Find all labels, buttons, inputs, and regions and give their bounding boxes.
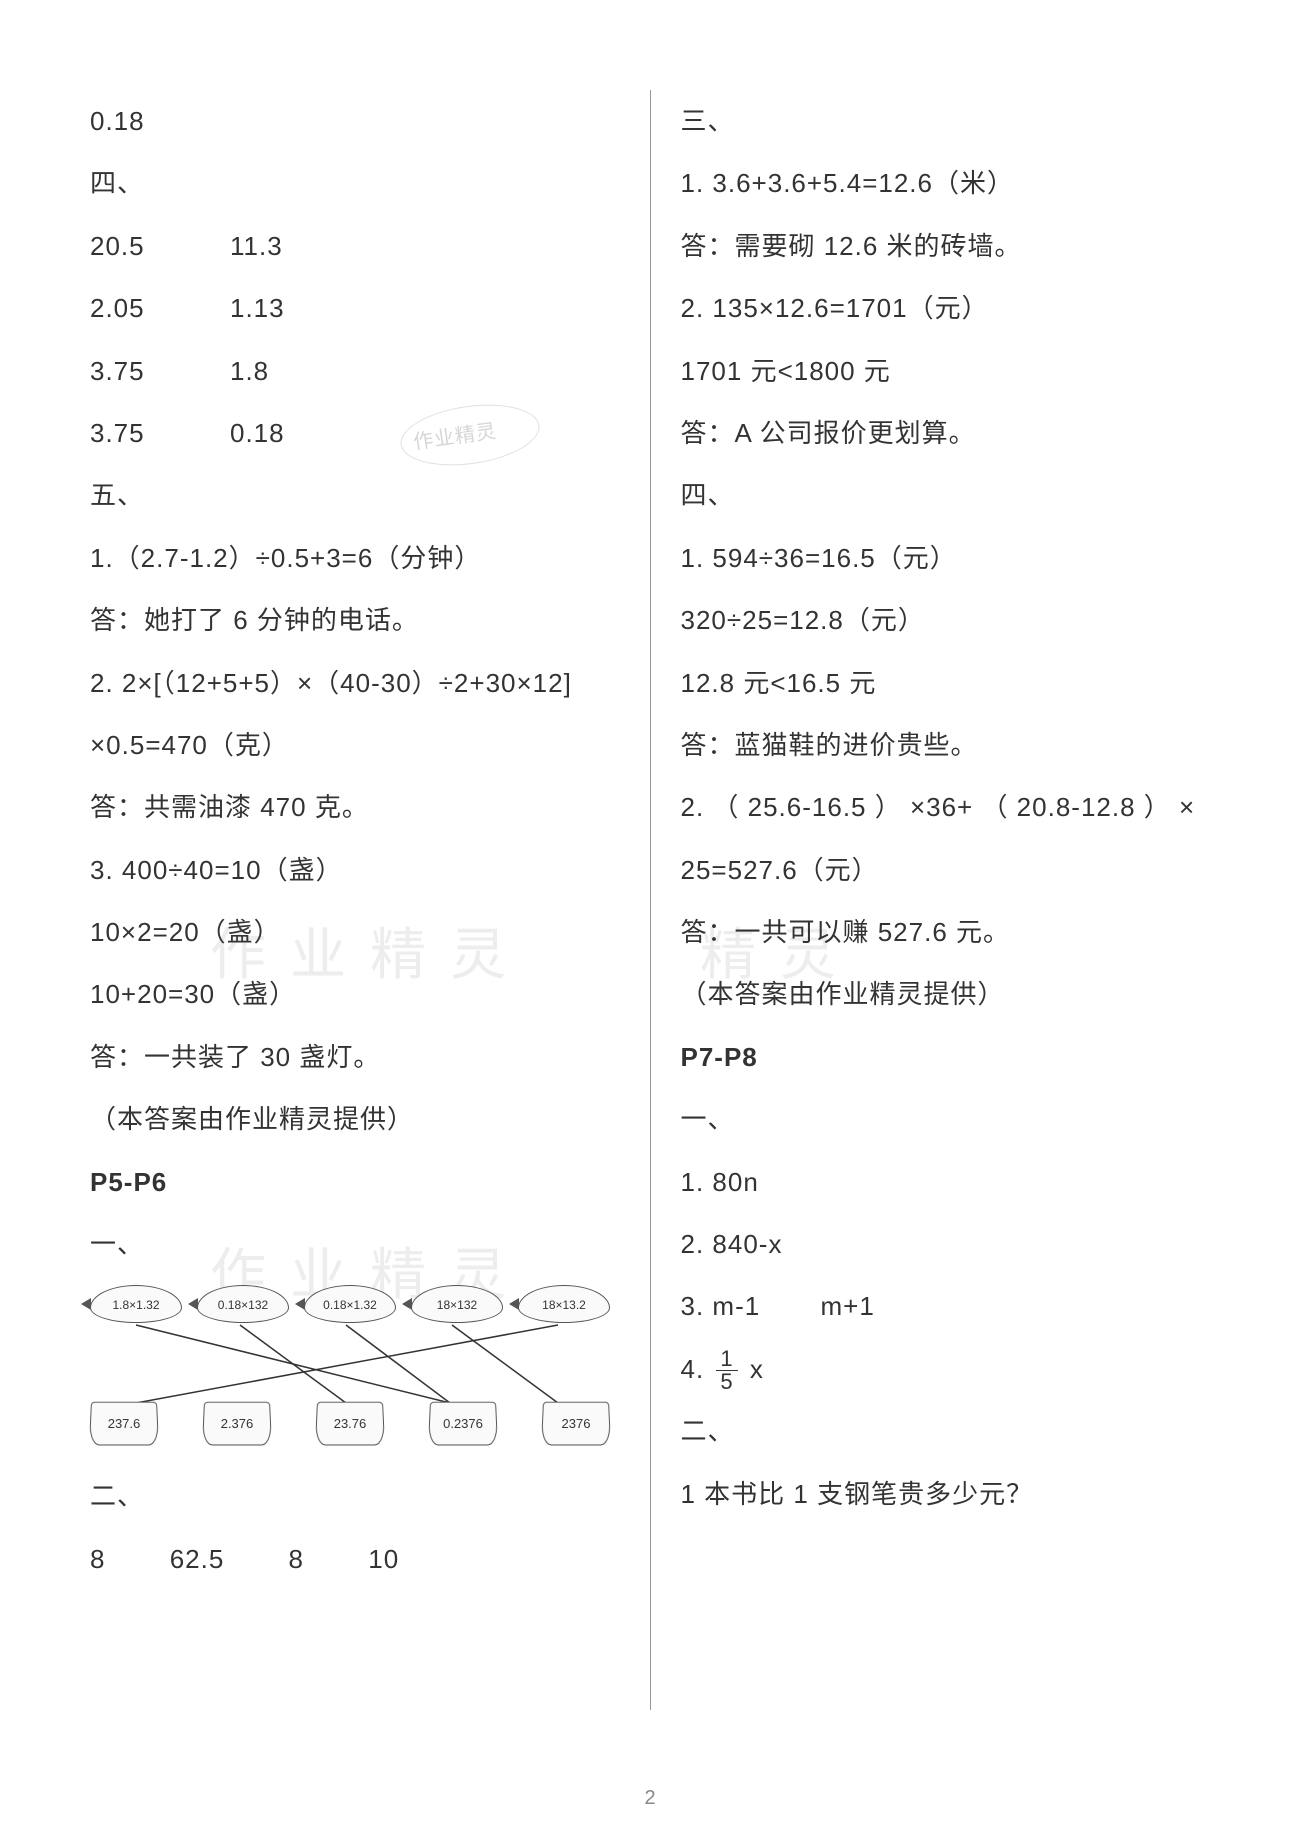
fish-item: 0.18×132	[197, 1285, 289, 1323]
provider-note: （本答案由作业精灵提供）	[681, 963, 1211, 1025]
question-line: 2. 135×12.6=1701（元）	[681, 277, 1211, 339]
fraction-numerator: 1	[716, 1348, 737, 1371]
section-heading-four: 四、	[681, 464, 1211, 526]
text-line: 0.18	[90, 90, 620, 152]
question-line: 10×2=20（盏）	[90, 901, 620, 963]
value: 62.5	[170, 1528, 225, 1590]
number-pair: 3.751.8	[90, 340, 620, 402]
value: 8	[90, 1528, 105, 1590]
page-range-heading: P5-P6	[90, 1151, 620, 1213]
item-line: 4. 1 5 x	[681, 1338, 1211, 1400]
fraction-denominator: 5	[716, 1371, 737, 1393]
value: 1.8	[230, 340, 370, 402]
question-line: 10+20=30（盏）	[90, 963, 620, 1025]
section-heading-five: 五、	[90, 464, 620, 526]
section-heading-one: 一、	[681, 1088, 1211, 1150]
value: m+1	[821, 1275, 961, 1337]
value: 8	[289, 1528, 304, 1590]
question-line: 1701 元<1800 元	[681, 340, 1211, 402]
fish-row: 1.8×1.32 0.18×132 0.18×1.32 18×132 18×13…	[90, 1285, 610, 1323]
question-line: 1 本书比 1 支钢笔贵多少元？	[681, 1463, 1211, 1525]
page-number: 2	[644, 1787, 655, 1810]
section-heading-three: 三、	[681, 90, 1211, 152]
fish-item: 0.18×1.32	[304, 1285, 396, 1323]
number-pair: 3.750.18作业精灵	[90, 402, 620, 464]
question-line: 1.（2.7-1.2）÷0.5+3=6（分钟）	[90, 527, 620, 589]
answer-line: 答：她打了 6 分钟的电话。	[90, 589, 620, 651]
right-column: 三、 1. 3.6+3.6+5.4=12.6（米） 答：需要砌 12.6 米的砖…	[651, 90, 1231, 1778]
bucket-item: 237.6	[89, 1402, 159, 1446]
provider-note: （本答案由作业精灵提供）	[90, 1088, 620, 1150]
page-range-heading: P7-P8	[681, 1026, 1211, 1088]
question-line: 320÷25=12.8（元）	[681, 589, 1211, 651]
value: 20.5	[90, 215, 230, 277]
fish-item: 18×13.2	[518, 1285, 610, 1323]
question-line: 25=527.6（元）	[681, 839, 1211, 901]
value: 3. m-1	[681, 1275, 821, 1337]
left-column: 0.18 四、 20.511.3 2.051.13 3.751.8 3.750.…	[70, 90, 650, 1778]
value: 11.3	[230, 215, 370, 277]
question-line: 2. （ 25.6-16.5 ） ×36+ （ 20.8-12.8 ） ×	[681, 776, 1211, 838]
fish-item: 18×132	[411, 1285, 503, 1323]
fish-item: 1.8×1.32	[90, 1285, 182, 1323]
number-pair: 2.051.13	[90, 277, 620, 339]
answer-line: 答：蓝猫鞋的进价贵些。	[681, 714, 1211, 776]
item-line: 3. m-1m+1	[681, 1275, 1211, 1337]
value: 1.13	[230, 277, 370, 339]
answer-line: 答：一共可以赚 527.6 元。	[681, 901, 1211, 963]
value: 3.75	[90, 402, 230, 464]
section-heading-one: 一、	[90, 1213, 620, 1275]
value: 2.05	[90, 277, 230, 339]
item-line: 2. 840-x	[681, 1213, 1211, 1275]
answer-line: 答：一共装了 30 盏灯。	[90, 1026, 620, 1088]
question-line: 1. 594÷36=16.5（元）	[681, 527, 1211, 589]
number-pair: 20.511.3	[90, 215, 620, 277]
question-line: 12.8 元<16.5 元	[681, 652, 1211, 714]
bucket-item: 2.376	[202, 1402, 272, 1446]
bucket-item: 2376	[541, 1402, 611, 1446]
question-line: ×0.5=470（克）	[90, 714, 620, 776]
section-heading-four: 四、	[90, 152, 620, 214]
item-suffix: x	[750, 1354, 764, 1384]
matching-diagram: 1.8×1.32 0.18×132 0.18×1.32 18×132 18×13…	[90, 1285, 610, 1445]
value: 3.75	[90, 340, 230, 402]
stamp-icon: 作业精灵	[397, 397, 544, 474]
section-heading-two: 二、	[681, 1400, 1211, 1462]
value: 0.18	[230, 402, 370, 464]
fraction: 1 5	[716, 1348, 737, 1393]
question-line: 1. 3.6+3.6+5.4=12.6（米）	[681, 152, 1211, 214]
question-line: 3. 400÷40=10（盏）	[90, 839, 620, 901]
answer-line: 答：需要砌 12.6 米的砖墙。	[681, 215, 1211, 277]
answer-line: 答：共需油漆 470 克。	[90, 776, 620, 838]
bucket-row: 237.6 2.376 23.76 0.2376 2376	[90, 1401, 610, 1445]
value: 10	[368, 1528, 399, 1590]
section-heading-two: 二、	[90, 1465, 620, 1527]
answer-line: 答：A 公司报价更划算。	[681, 402, 1211, 464]
item-prefix: 4.	[681, 1354, 713, 1384]
number-row: 8 62.5 8 10	[90, 1528, 620, 1590]
question-line: 2. 2×[（12+5+5）×（40-30）÷2+30×12]	[90, 652, 620, 714]
bucket-item: 23.76	[315, 1402, 385, 1446]
page-container: 0.18 四、 20.511.3 2.051.13 3.751.8 3.750.…	[0, 0, 1300, 1838]
item-line: 1. 80n	[681, 1151, 1211, 1213]
bucket-item: 0.2376	[428, 1402, 498, 1446]
